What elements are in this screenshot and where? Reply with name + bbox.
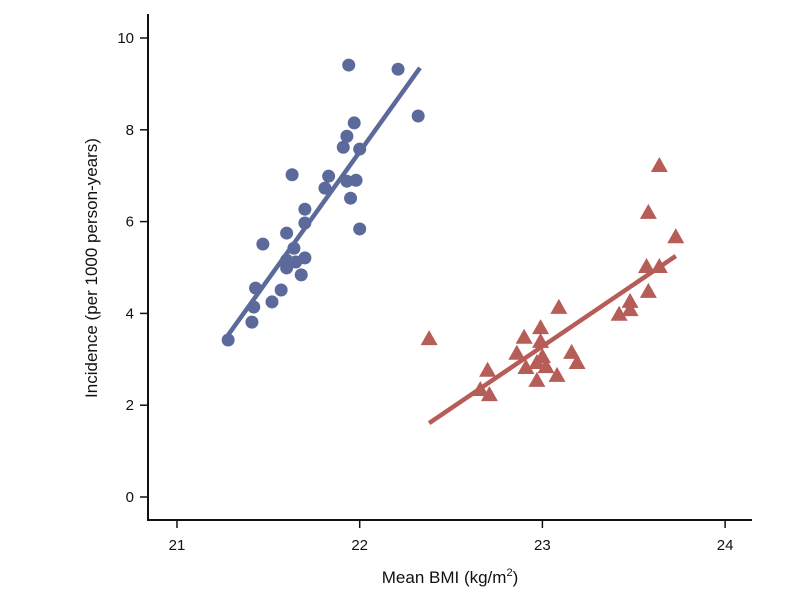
group-1-point bbox=[347, 116, 361, 130]
group-2-point bbox=[638, 258, 656, 274]
y-tick-label: 8 bbox=[126, 122, 134, 139]
y-tick-label: 4 bbox=[126, 305, 134, 322]
x-tick-label: 24 bbox=[717, 537, 734, 554]
group-2-point bbox=[621, 301, 639, 317]
y-tick-label: 0 bbox=[126, 489, 134, 506]
group-1-point bbox=[298, 202, 312, 216]
group-2-point bbox=[532, 332, 550, 348]
group-1-point bbox=[287, 241, 301, 255]
group-1-point bbox=[344, 191, 358, 205]
group-1-point bbox=[245, 315, 259, 329]
group-2-point bbox=[610, 305, 628, 321]
group-1-point bbox=[298, 251, 312, 265]
group-2-point bbox=[528, 371, 546, 387]
group-2-point bbox=[528, 353, 546, 369]
x-tick-label: 21 bbox=[169, 537, 186, 554]
group-2-point bbox=[532, 319, 550, 335]
group-2-point bbox=[621, 292, 639, 308]
y-tick-label: 6 bbox=[126, 214, 134, 231]
x-tick-label: 23 bbox=[534, 537, 551, 554]
group-1-point bbox=[249, 281, 263, 295]
group-1-point bbox=[265, 295, 279, 309]
group-2-point bbox=[650, 157, 668, 173]
group-2-point bbox=[515, 328, 533, 344]
group-1-point bbox=[322, 169, 336, 183]
group-1-point bbox=[353, 222, 367, 236]
group-2-point bbox=[639, 203, 657, 219]
group-1-point bbox=[318, 181, 332, 195]
group-1-point bbox=[340, 129, 354, 143]
group-1-point bbox=[411, 109, 425, 123]
group-2-point bbox=[650, 258, 668, 274]
group-2-point bbox=[471, 381, 489, 397]
group-2-point bbox=[563, 343, 581, 359]
group-2-point bbox=[639, 282, 657, 298]
group-1-point bbox=[349, 173, 363, 187]
y-axis-label: Incidence (per 1000 person-years) bbox=[82, 138, 101, 398]
group-1-point bbox=[274, 283, 288, 297]
x-axis-label: Mean BMI (kg/m2) bbox=[382, 567, 519, 587]
group-1-point bbox=[221, 333, 235, 347]
group-1-point bbox=[280, 226, 294, 240]
group-2-point bbox=[508, 344, 526, 360]
y-tick-label: 2 bbox=[126, 397, 134, 414]
group-2-point bbox=[517, 359, 535, 375]
group-1-point bbox=[285, 168, 299, 182]
group-2-point bbox=[479, 361, 497, 377]
group-1-point bbox=[256, 237, 270, 251]
group-1-point bbox=[342, 58, 356, 72]
group-1-point bbox=[247, 300, 261, 314]
group-1-point bbox=[353, 142, 367, 156]
group-1-point bbox=[336, 140, 350, 154]
group-2-fit-line bbox=[427, 254, 678, 425]
group-2-point bbox=[548, 366, 566, 382]
group-1-point bbox=[294, 268, 308, 282]
group-2-point bbox=[420, 330, 438, 346]
group-1-point bbox=[391, 62, 405, 76]
y-tick-label: 10 bbox=[117, 30, 134, 47]
group-1-point bbox=[298, 216, 312, 230]
group-2-point bbox=[537, 358, 555, 374]
group-2-point bbox=[568, 353, 586, 369]
group-2-point bbox=[667, 228, 685, 244]
data-points bbox=[221, 58, 685, 402]
x-tick-label: 22 bbox=[351, 537, 368, 554]
group-2-point bbox=[480, 386, 498, 402]
group-1-fit-line bbox=[226, 66, 422, 337]
group-2-point bbox=[550, 298, 568, 314]
